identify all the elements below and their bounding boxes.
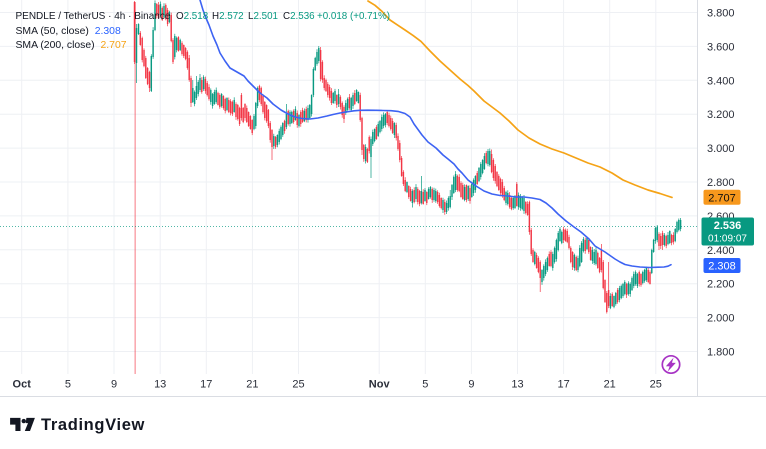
svg-text:3.400: 3.400 [707,75,735,87]
svg-text:9: 9 [111,379,117,391]
svg-text:25: 25 [292,379,304,391]
svg-text:9: 9 [468,379,474,391]
svg-text:2.200: 2.200 [707,279,735,291]
svg-text:H2.572: H2.572 [212,11,244,22]
svg-text:2.400: 2.400 [707,245,735,257]
svg-text:PENDLE / TetherUS · 4h · Binan: PENDLE / TetherUS · 4h · Binance [16,11,171,22]
svg-text:25: 25 [650,379,662,391]
svg-text:Nov: Nov [369,379,391,391]
svg-text:21: 21 [246,379,258,391]
svg-text:+0.018 (+0.71%): +0.018 (+0.71%) [317,11,390,22]
svg-text:5: 5 [422,379,428,391]
svg-text:SMA (200, close) 2.707: SMA (200, close) 2.707 [16,40,127,51]
svg-text:Oct: Oct [13,379,32,391]
svg-text:SMA (50, close) 2.308: SMA (50, close) 2.308 [16,26,121,37]
svg-text:2.800: 2.800 [707,177,735,189]
svg-text:2.000: 2.000 [707,313,735,325]
svg-text:21: 21 [604,379,616,391]
svg-text:O2.518: O2.518 [176,11,209,22]
svg-text:3.200: 3.200 [707,109,735,121]
svg-text:2.707: 2.707 [708,192,736,204]
svg-text:3.600: 3.600 [707,41,735,53]
svg-text:TradingView: TradingView [41,416,145,434]
svg-text:C2.536: C2.536 [283,11,315,22]
svg-text:17: 17 [200,379,212,391]
svg-text:2.536: 2.536 [714,220,742,232]
svg-text:13: 13 [154,379,166,391]
svg-text:1.800: 1.800 [707,347,735,359]
svg-text:L2.501: L2.501 [248,11,278,22]
svg-text:3.000: 3.000 [707,143,735,155]
svg-text:17: 17 [557,379,569,391]
svg-text:2.308: 2.308 [708,261,736,273]
svg-text:3.800: 3.800 [707,8,735,20]
svg-text:5: 5 [65,379,71,391]
svg-text:01:09:07: 01:09:07 [708,234,747,245]
svg-text:13: 13 [511,379,523,391]
